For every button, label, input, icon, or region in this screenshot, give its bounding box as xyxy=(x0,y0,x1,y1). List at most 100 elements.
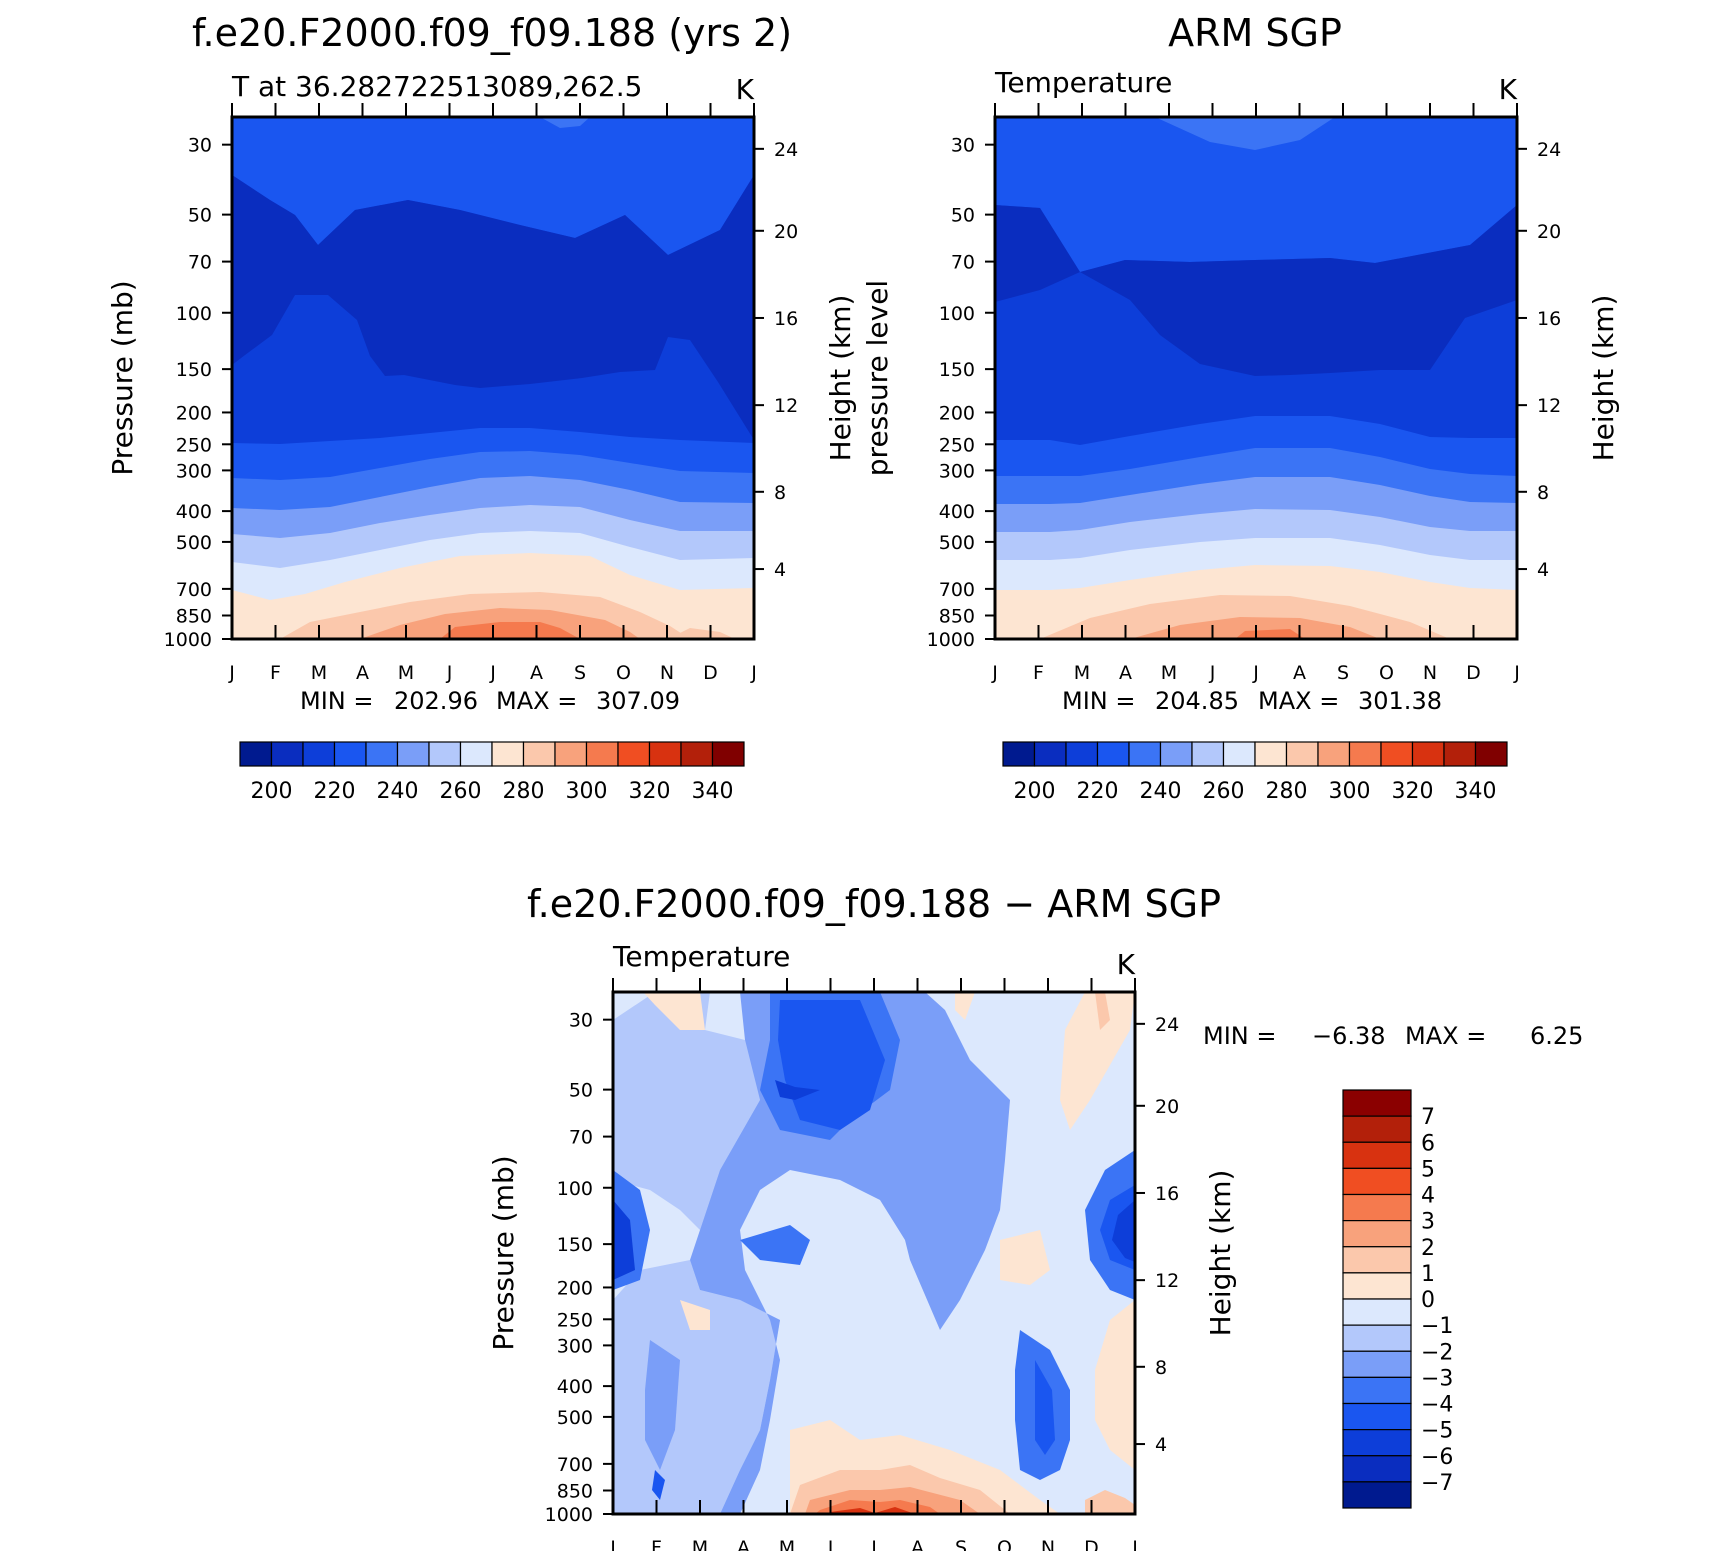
obs-max-label: MAX = xyxy=(1258,687,1339,715)
model-colorbar-swatch xyxy=(302,741,336,767)
obs-htick-label: 20 xyxy=(1537,221,1561,243)
model-ytick-label: 70 xyxy=(188,252,212,274)
model-xtick-label: N xyxy=(660,662,674,684)
model-panel: f.e20.F2000.f09_f09.188 (yrs 2) T at 36.… xyxy=(106,11,857,804)
model-xtick-label: J xyxy=(446,662,453,684)
diff-colorbar-swatch xyxy=(1342,1167,1412,1196)
diff-ytick-label: 850 xyxy=(557,1481,593,1503)
obs-subtitle: Temperature xyxy=(994,66,1172,99)
diff-colorbar-swatch xyxy=(1342,1429,1412,1457)
model-ylabel: Pressure (mb) xyxy=(106,280,139,475)
model-colorbar-label: 320 xyxy=(629,779,671,804)
obs-ytick-label: 150 xyxy=(939,359,975,381)
obs-field xyxy=(995,117,1517,639)
diff-colorbar-swatch xyxy=(1342,1193,1412,1222)
model-min-label: MIN = xyxy=(300,687,373,715)
diff-colorbar-label: −4 xyxy=(1421,1393,1453,1418)
diff-ytick-label: 100 xyxy=(557,1178,593,1200)
diff-colorbar-label: 3 xyxy=(1421,1210,1435,1235)
obs-title: ARM SGP xyxy=(1168,11,1342,55)
diff-xtick-label: S xyxy=(955,1537,967,1551)
model-units: K xyxy=(736,73,755,106)
obs-colorbar-swatch xyxy=(1159,741,1193,767)
model-colorbar-swatch xyxy=(459,741,493,767)
obs-colorbar-label: 200 xyxy=(1014,779,1056,804)
model-colorbar-label: 260 xyxy=(440,779,482,804)
model-colorbar-swatch xyxy=(270,741,304,767)
model-colorbar-swatch xyxy=(365,741,399,767)
obs-colorbar-swatch xyxy=(1128,741,1162,767)
obs-htick-label: 12 xyxy=(1537,395,1561,417)
obs-colorbar-label: 240 xyxy=(1140,779,1182,804)
diff-xtick-label: D xyxy=(1084,1537,1099,1551)
model-htick-label: 16 xyxy=(774,308,798,330)
model-colorbar-label: 220 xyxy=(314,779,356,804)
model-colorbar-label: 200 xyxy=(251,779,293,804)
obs-colorbar-swatch xyxy=(1254,741,1288,767)
model-htick-label: 4 xyxy=(774,559,786,581)
diff-xtick-label: J xyxy=(870,1537,877,1551)
obs-colorbar-label: 300 xyxy=(1329,779,1371,804)
model-max-label: MAX = xyxy=(496,687,577,715)
diff-band-p1-center-right xyxy=(1000,1230,1050,1285)
diff-colorbar-label: 7 xyxy=(1421,1105,1435,1130)
diff-xtick-label: M xyxy=(692,1537,708,1551)
obs-colorbar-swatch xyxy=(1033,741,1067,767)
model-band-lowright xyxy=(668,628,735,639)
model-xtick-label: A xyxy=(356,662,369,684)
diff-band-m4-center xyxy=(778,1000,885,1130)
obs-xtick-label: F xyxy=(1033,662,1044,684)
model-colorbar-swatch xyxy=(585,741,619,767)
diff-colorbar-label: −7 xyxy=(1421,1471,1453,1496)
model-htick-label: 24 xyxy=(774,139,798,161)
model-band-top-blob xyxy=(540,117,590,128)
diff-ytick-label: 200 xyxy=(557,1277,593,1299)
diff-htick-label: 24 xyxy=(1155,1014,1179,1036)
obs-band-top-blob xyxy=(1155,117,1335,150)
model-ytick-label: 300 xyxy=(176,460,212,482)
model-colorbar-swatch xyxy=(522,741,556,767)
model-colorbar-label: 280 xyxy=(503,779,545,804)
obs-y2label: Height (km) xyxy=(1587,295,1620,462)
diff-ytick-label: 300 xyxy=(557,1335,593,1357)
model-colorbar-swatch xyxy=(617,741,651,767)
diff-ytick-label: 700 xyxy=(557,1454,593,1476)
diff-ylabel: Pressure (mb) xyxy=(487,1155,520,1350)
model-ytick-label: 850 xyxy=(176,606,212,628)
model-y2label: Height (km) xyxy=(824,295,857,462)
model-xtick-label: J xyxy=(750,662,757,684)
model-band-320 xyxy=(440,622,580,639)
diff-xtick-label: O xyxy=(997,1537,1012,1551)
model-colorbar-swatch xyxy=(333,741,367,767)
diff-band-m3-mid xyxy=(740,1225,810,1265)
diff-colorbar-swatch xyxy=(1342,1324,1412,1352)
diff-htick-label: 16 xyxy=(1155,1183,1179,1205)
obs-colorbar-label: 220 xyxy=(1077,779,1119,804)
diff-ytick-label: 250 xyxy=(557,1309,593,1331)
diff-band-p2-topright xyxy=(1095,992,1110,1030)
diff-band-p1-right xyxy=(1095,1300,1135,1470)
model-xtick-label: O xyxy=(616,662,631,684)
model-ytick-label: 700 xyxy=(176,579,212,601)
diff-colorbar-swatch xyxy=(1342,1272,1412,1300)
diff-band-p1-topleft xyxy=(643,992,705,1030)
obs-min-label: MIN = xyxy=(1062,687,1135,715)
obs-units: K xyxy=(1499,73,1518,106)
obs-colorbar-swatch xyxy=(1065,741,1099,767)
diff-height-ticks: 24 20 16 12 8 4 xyxy=(1135,1014,1179,1456)
diff-band-m2-lowleft xyxy=(645,1340,680,1470)
diff-units: K xyxy=(1117,948,1136,981)
diff-xtick-label: J xyxy=(1131,1537,1138,1551)
model-max-value: 307.09 xyxy=(596,687,680,715)
obs-htick-label: 16 xyxy=(1537,308,1561,330)
diff-xtick-label: J xyxy=(827,1537,834,1551)
diff-colorbar-swatch xyxy=(1342,1220,1412,1248)
model-ytick-label: 100 xyxy=(176,303,212,325)
model-htick-label: 12 xyxy=(774,395,798,417)
obs-colorbar-swatch xyxy=(1222,741,1256,767)
obs-htick-label: 4 xyxy=(1537,559,1549,581)
obs-colorbar-swatch xyxy=(1348,741,1382,767)
obs-colorbar-swatch xyxy=(1096,741,1130,767)
